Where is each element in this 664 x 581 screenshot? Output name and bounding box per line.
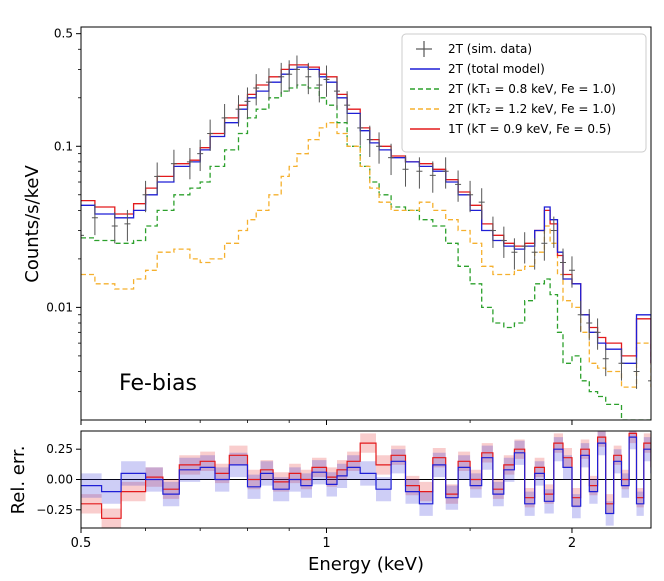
data-point <box>388 143 395 176</box>
data-point <box>81 221 84 253</box>
data-point <box>111 212 118 244</box>
data-point <box>286 60 293 92</box>
data-point <box>500 226 507 258</box>
data-point <box>478 188 485 220</box>
spectrum-plot-area <box>81 55 651 420</box>
data-point <box>142 180 149 213</box>
residual-ticks: 0.25 0.00 −0.25 0.5 1 2 <box>36 442 576 551</box>
legend: 2T (sim. data) 2T (total model) 2T (kT₁ = … <box>401 33 647 153</box>
residual-line-2t-residual <box>81 436 651 515</box>
data-point <box>366 125 373 157</box>
data-point <box>467 180 474 213</box>
legend-item-1t-kt-0-9-kev-fe-0-5: 1T (kT = 0.9 keV, Fe = 0.5) <box>410 122 611 136</box>
residual-y-axis-label: Rel. err. <box>8 446 29 515</box>
data-point <box>560 248 567 280</box>
fe-bias-annotation: Fe-bias <box>119 371 197 396</box>
data-point <box>489 216 496 248</box>
data-point <box>170 149 177 182</box>
legend-label: 2T (sim. data) <box>448 42 532 56</box>
x-tick-label: 0.5 <box>71 536 92 551</box>
spectrum-y-axis-label: Counts/s/keV <box>22 165 43 283</box>
legend-label: 2T (total model) <box>448 62 545 76</box>
residual-y-tick-label: −0.25 <box>36 503 73 517</box>
residual-band-2t-residual <box>81 431 651 526</box>
residual-y-tick-label: 0.00 <box>46 473 73 487</box>
x-tick-label: 1 <box>322 536 330 551</box>
data-point <box>402 155 409 187</box>
data-point <box>207 119 214 151</box>
legend-item-2t-total-model: 2T (total model) <box>410 62 545 76</box>
residual-plot-area <box>81 431 651 528</box>
residual-band-1t-residual <box>81 431 651 528</box>
data-point <box>265 68 272 100</box>
data-point <box>455 170 462 202</box>
y-tick-label: 0.5 <box>54 27 73 41</box>
data-point <box>577 300 584 333</box>
data-point <box>541 229 548 261</box>
x-axis-label: Energy (keV) <box>308 554 424 575</box>
data-point <box>344 91 351 123</box>
legend-label: 1T (kT = 0.9 keV, Fe = 0.5) <box>448 122 611 136</box>
data-point <box>594 318 601 350</box>
data-point <box>316 71 323 103</box>
legend-label: 2T (kT₂ = 1.2 keV, Fe = 1.0) <box>448 102 616 116</box>
data-point <box>278 62 285 95</box>
legend-item-2t-kt-0-8-kev-fe-1-0: 2T (kT₁ = 0.8 keV, Fe = 1.0) <box>410 82 616 96</box>
spectrum-ticks: 0.01 0.1 0.5 <box>46 27 573 425</box>
data-point <box>531 238 538 270</box>
legend-item-2t-kt-1-2-kev-fe-1-0: 2T (kT₂ = 1.2 keV, Fe = 1.0) <box>410 102 616 116</box>
data-point <box>221 103 228 136</box>
data-point <box>154 162 161 194</box>
data-point <box>333 77 340 109</box>
data-point <box>586 309 593 341</box>
residual-panel: 0.25 0.00 −0.25 0.5 1 2 Rel. err. Energy (keV… <box>8 430 652 575</box>
y-tick-label: 0.1 <box>54 139 73 153</box>
data-point <box>602 344 609 377</box>
data-point <box>124 209 131 242</box>
data-point <box>442 157 449 189</box>
data-point <box>648 366 651 399</box>
data-point <box>235 95 242 127</box>
spectrum-panel: 0.01 0.1 0.5 Counts/s/keV Fe-bias 2T (sim.… <box>22 26 652 425</box>
data-point <box>550 216 557 248</box>
data-point <box>357 114 364 146</box>
y-tick-label: 0.01 <box>46 300 73 314</box>
x-tick-label: 2 <box>568 536 576 551</box>
spectrum-axes-frame <box>80 26 652 421</box>
data-point <box>197 139 204 172</box>
data-point <box>253 74 260 106</box>
data-point <box>568 256 575 288</box>
residual-y-tick-label: 0.25 <box>46 442 73 456</box>
data-point <box>618 349 625 381</box>
data-point <box>429 161 436 193</box>
legend-label: 2T (kT₁ = 0.8 keV, Fe = 1.0) <box>448 82 616 96</box>
data-point <box>244 87 251 119</box>
legend-item-2t-sim-data: 2T (sim. data) <box>416 41 532 57</box>
data-point <box>91 203 98 236</box>
data-point <box>416 157 423 189</box>
series-line-2t-kt2-1-2-kev-fe-1-0 <box>81 122 651 388</box>
data-point <box>633 357 640 389</box>
data-point <box>323 65 330 97</box>
data-point <box>186 147 193 180</box>
data-point <box>521 232 528 264</box>
data-point <box>305 62 312 95</box>
data-point <box>293 55 300 87</box>
data-point <box>376 132 383 164</box>
series-line-2t-kt1-0-8-kev-fe-1-0 <box>81 84 651 420</box>
legend-box <box>401 33 647 153</box>
data-point <box>511 238 518 270</box>
